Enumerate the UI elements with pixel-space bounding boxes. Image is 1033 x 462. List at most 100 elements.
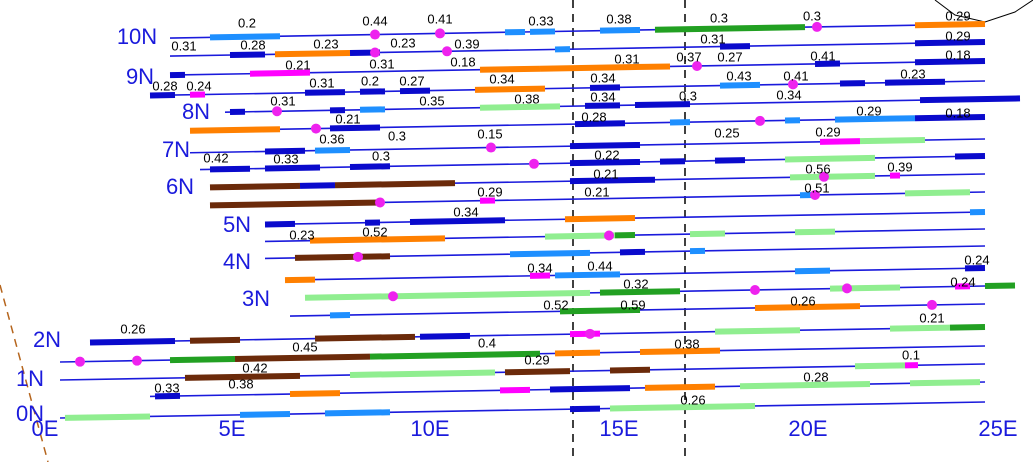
segment xyxy=(169,355,236,364)
row-label: 0N xyxy=(16,401,44,426)
segment xyxy=(569,158,641,167)
segment-label: 0.33 xyxy=(528,13,553,28)
segment xyxy=(419,332,471,340)
row-label: 6N xyxy=(166,174,194,199)
row-label: 9N xyxy=(126,64,154,89)
segment-label: 0.22 xyxy=(594,147,619,162)
segment xyxy=(829,284,901,292)
segment xyxy=(739,380,871,390)
station xyxy=(810,189,820,200)
column-label: 10E xyxy=(410,416,449,441)
segment-label: 0.2 xyxy=(238,15,256,30)
segment xyxy=(229,51,266,59)
track xyxy=(59,401,986,419)
segment-label: 0.21 xyxy=(919,310,944,325)
segment-label: 0.26 xyxy=(790,293,815,308)
segment xyxy=(789,172,876,181)
segment xyxy=(569,405,601,413)
segment xyxy=(914,114,986,122)
segment xyxy=(289,390,341,398)
segment-label: 0.42 xyxy=(242,360,267,375)
row-label: 8N xyxy=(182,99,210,124)
segment-label: 0.28 xyxy=(581,109,606,124)
segment-label: 0.51 xyxy=(804,180,829,195)
segment xyxy=(64,413,151,421)
segment-label: 0.31 xyxy=(700,31,725,46)
row-label: 7N xyxy=(162,137,190,162)
segment-label: 0.1 xyxy=(902,347,920,362)
segment xyxy=(554,271,621,279)
segment-label: 0.28 xyxy=(240,37,265,52)
segment-label: 0.18 xyxy=(450,54,475,69)
segment xyxy=(264,147,306,155)
segment-label: 0.56 xyxy=(805,161,830,176)
segment-label: 0.38 xyxy=(228,376,253,391)
segment xyxy=(634,101,691,109)
segment xyxy=(954,153,986,160)
segment-label: 0.24 xyxy=(964,252,989,267)
segment-label: 0.43 xyxy=(726,68,751,83)
segment xyxy=(299,182,336,189)
segment xyxy=(854,362,906,370)
segment-label: 0.28 xyxy=(803,369,828,384)
station xyxy=(442,46,452,57)
segment-label: 0.21 xyxy=(285,57,310,72)
segment-label: 0.23 xyxy=(313,36,338,51)
segment xyxy=(589,84,621,91)
segment xyxy=(334,180,456,189)
station xyxy=(370,47,380,58)
segment xyxy=(889,324,951,332)
segment xyxy=(349,163,391,170)
segment xyxy=(689,230,726,238)
segment-label: 0.31 xyxy=(171,38,196,53)
segment xyxy=(754,303,861,311)
segment xyxy=(909,379,981,387)
segment-label: 0.29 xyxy=(815,124,840,139)
segment xyxy=(714,157,746,164)
segment-label: 0.23 xyxy=(900,66,925,81)
segment xyxy=(559,306,641,315)
segment xyxy=(834,115,916,123)
segment xyxy=(609,402,756,412)
segment xyxy=(509,249,591,258)
segment-label: 0.3 xyxy=(679,88,697,103)
row-label: 2N xyxy=(33,327,61,352)
segment xyxy=(599,288,681,296)
station xyxy=(311,123,321,134)
segment xyxy=(914,58,986,66)
segment xyxy=(89,338,176,346)
segment xyxy=(329,124,381,132)
segment-label: 0.3 xyxy=(803,8,821,23)
segment-label: 0.35 xyxy=(419,93,444,108)
segment xyxy=(264,220,296,228)
row-label: 1N xyxy=(16,366,44,391)
segment-label: 0.34 xyxy=(489,71,514,86)
segment-label: 0.21 xyxy=(335,111,360,126)
segment xyxy=(399,87,431,95)
segment xyxy=(479,103,561,111)
segment xyxy=(784,154,876,163)
column-label: 25E xyxy=(978,416,1017,441)
segment-label: 0.18 xyxy=(945,47,970,62)
segment-label: 0.38 xyxy=(514,91,539,106)
segment-label: 0.3 xyxy=(388,128,406,143)
segment xyxy=(574,120,626,128)
segment-label: 0.28 xyxy=(152,78,177,93)
segment xyxy=(719,43,751,50)
segment xyxy=(714,327,801,335)
station xyxy=(75,356,85,367)
segment-label: 0.34 xyxy=(776,87,801,102)
station xyxy=(529,158,539,169)
region xyxy=(934,0,1033,23)
row-label: 3N xyxy=(242,286,270,311)
segment xyxy=(314,333,416,342)
segment xyxy=(314,146,351,154)
segment-label: 0.44 xyxy=(362,13,387,28)
segment xyxy=(304,289,591,301)
segment-label: 0.15 xyxy=(477,126,502,141)
segment-label: 0.42 xyxy=(203,150,228,165)
segment xyxy=(719,81,761,89)
segment-label: 0.21 xyxy=(593,166,618,181)
segment xyxy=(239,411,291,418)
station xyxy=(486,142,496,153)
